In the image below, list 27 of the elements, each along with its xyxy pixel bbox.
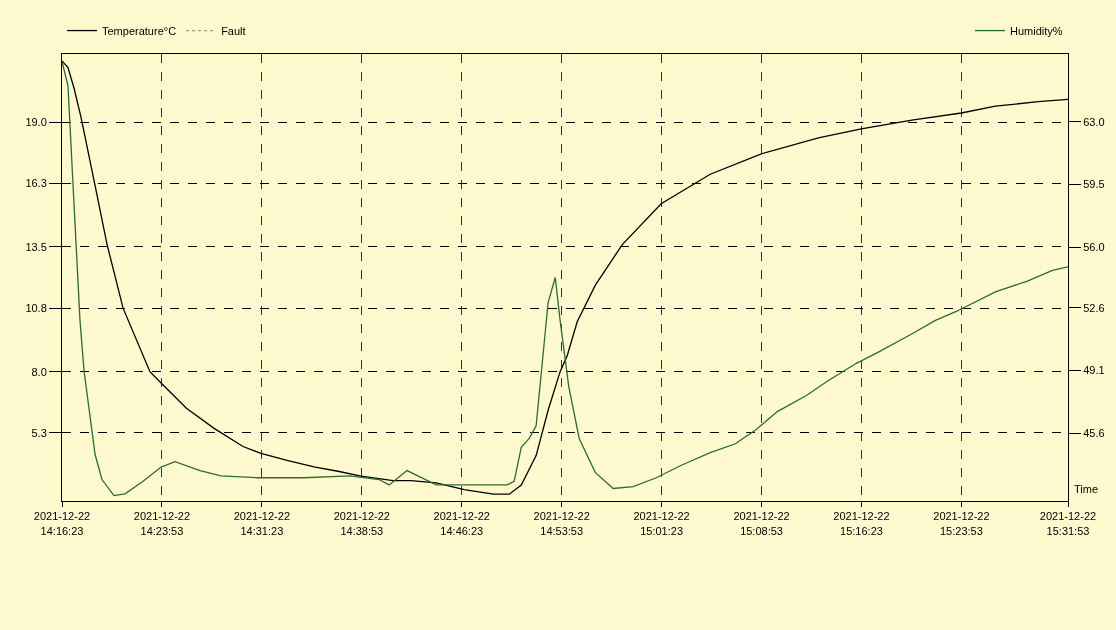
y2-tick-label: 63.0	[1083, 115, 1105, 128]
x-tick-label: 2021-12-22 15:08:53	[733, 510, 790, 537]
y2-tick-label: 52.6	[1083, 301, 1105, 314]
y-tick-label: 5.3	[31, 426, 47, 439]
legend-label: Temperature°C	[102, 24, 177, 37]
y-tick-label: 10.8	[25, 301, 47, 314]
y2-tick-label: 49.1	[1083, 364, 1105, 377]
y-tick-label: 16.3	[25, 177, 47, 190]
x-tick-label: 2021-12-22 15:31:53	[1039, 510, 1097, 537]
x-tick-label: 2021-12-22 14:16:23	[33, 510, 91, 537]
legend-label: Humidity%	[1010, 24, 1063, 37]
x-tick-label: 2021-12-22 15:23:53	[933, 510, 990, 537]
y-tick-label: 8.0	[31, 365, 47, 378]
x-tick-label: 2021-12-22 14:46:23	[433, 510, 490, 537]
x-tick-label: 2021-12-22 15:01:23	[633, 510, 690, 537]
x-axis-title: Time	[1074, 483, 1099, 495]
legend-label: Fault	[221, 24, 246, 37]
y-tick-label: 19.0	[25, 115, 47, 128]
y-tick-label: 13.5	[25, 240, 47, 253]
y2-tick-label: 59.5	[1083, 178, 1105, 191]
y2-tick-label: 45.6	[1083, 426, 1105, 439]
y2-tick-label: 56.0	[1083, 240, 1105, 253]
x-tick-label: 2021-12-22 14:38:53	[333, 510, 390, 537]
x-tick-label: 2021-12-22 14:31:23	[233, 510, 291, 537]
x-tick-label: 2021-12-22 14:23:53	[133, 510, 191, 537]
x-tick-label: 2021-12-22 14:53:53	[533, 510, 590, 537]
x-tick-label: 2021-12-22 15:16:23	[833, 510, 890, 537]
